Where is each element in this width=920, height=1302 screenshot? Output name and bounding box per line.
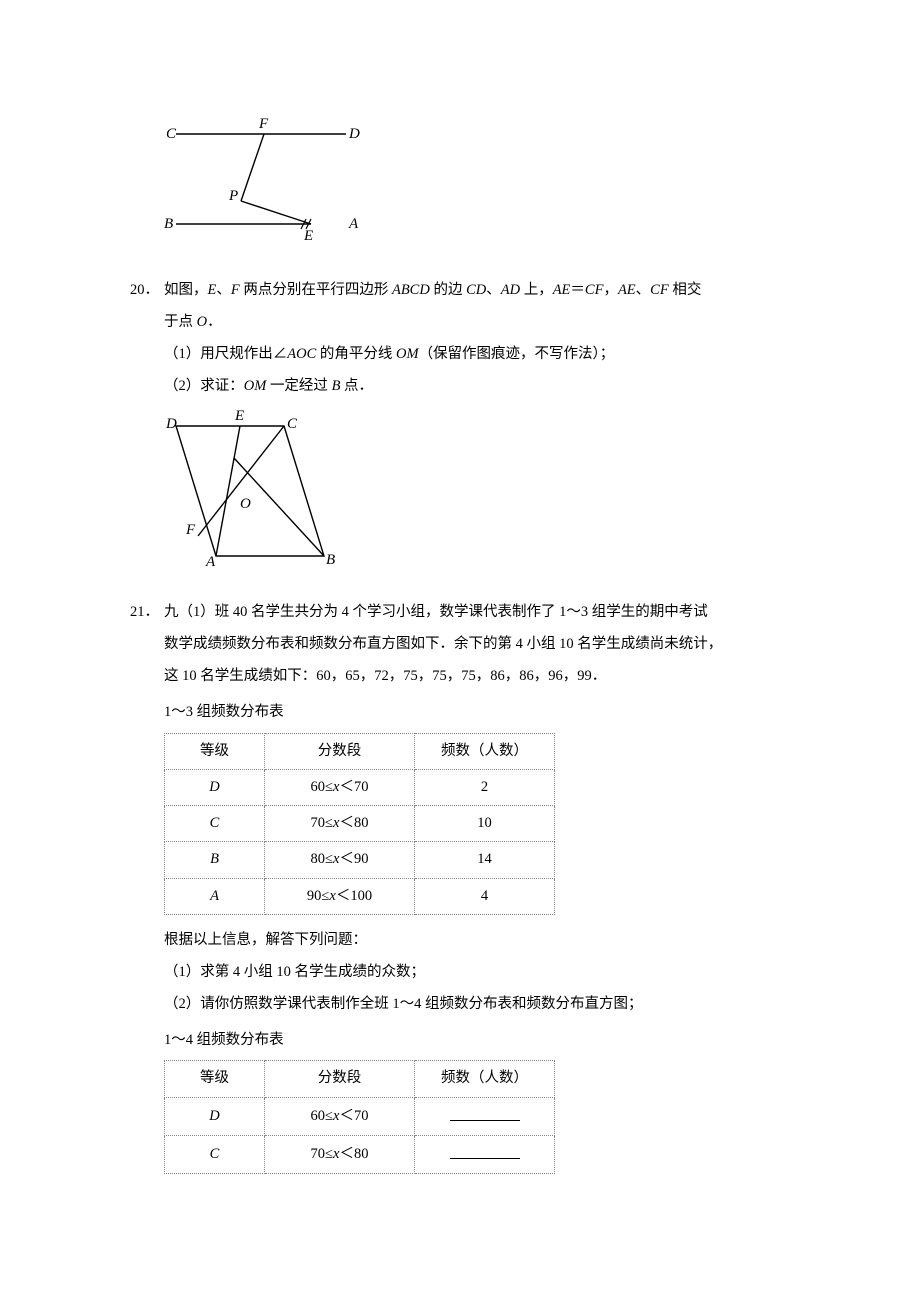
problem-20-number: 20． <box>130 275 164 307</box>
label-A: A <box>348 216 359 232</box>
figure-19-svg: C F D P B E A <box>156 114 366 244</box>
figure-20: D E C O F A B <box>164 406 790 579</box>
label-E: E <box>303 228 313 244</box>
table-row: D 60≤x＜70 <box>165 1097 555 1135</box>
problem-21: 21． 九（1）班 40 名学生共分为 4 个学习小组，数学课代表制作了 1～3… <box>130 597 790 1174</box>
label-C2: C <box>287 416 298 432</box>
table2-caption: 1～4 组频数分布表 <box>130 1025 790 1057</box>
table1-caption: 1～3 组频数分布表 <box>130 697 790 729</box>
problem-21-number: 21． <box>130 597 164 629</box>
label-O2: O <box>240 496 251 512</box>
table-row: C 70≤x＜80 <box>165 1135 555 1173</box>
label-B: B <box>164 216 173 232</box>
problem-21-line2: 数学成绩频数分布表和频数分布直方图如下．余下的第 4 小组 10 名学生成绩尚未… <box>130 629 790 661</box>
label-F: F <box>258 116 269 132</box>
problem-21-part1: （1）求第 4 小组 10 名学生成绩的众数； <box>130 957 790 989</box>
th-grade: 等级 <box>165 733 265 769</box>
label-A2: A <box>205 554 216 566</box>
label-E2: E <box>234 408 244 424</box>
problem-20-part1: （1）用尺规作出∠AOC 的角平分线 OM（保留作图痕迹，不写作法）； <box>130 339 790 371</box>
problem-21-line3: 这 10 名学生成绩如下：60，65，72，75，75，75，86，86，96，… <box>130 661 790 693</box>
label-P: P <box>228 188 238 204</box>
label-D2: D <box>165 416 177 432</box>
problem-21-part2: （2）请你仿照数学课代表制作全班 1～4 组频数分布表和频数分布直方图； <box>130 989 790 1021</box>
problem-20-line1: 20． 如图，E、F 两点分别在平行四边形 ABCD 的边 CD、AD 上，AE… <box>130 275 790 307</box>
table-row: C 70≤x＜80 10 <box>165 806 555 842</box>
th-grade2: 等级 <box>165 1061 265 1097</box>
problem-20-stem: 如图，E、F 两点分别在平行四边形 ABCD 的边 CD、AD 上，AE＝CF，… <box>164 275 790 307</box>
label-D: D <box>348 126 360 142</box>
label-B2: B <box>326 552 335 566</box>
problem-21-stem1: 九（1）班 40 名学生共分为 4 个学习小组，数学课代表制作了 1～3 组学生… <box>164 597 790 629</box>
table-header-row: 等级 分数段 频数（人数） <box>165 733 555 769</box>
th-freq: 频数（人数） <box>415 733 555 769</box>
problem-20-line2: 于点 O． <box>130 307 790 339</box>
page: C F D P B E A 20． 如图，E、F 两点分别在平行四边形 ABCD… <box>0 0 920 1302</box>
label-C: C <box>166 126 177 142</box>
table-row: A 90≤x＜100 4 <box>165 878 555 914</box>
problem-21-line1: 21． 九（1）班 40 名学生共分为 4 个学习小组，数学课代表制作了 1～3… <box>130 597 790 629</box>
table-1-3: 等级 分数段 频数（人数） D 60≤x＜70 2 C 70≤x＜80 10 B… <box>164 733 555 915</box>
table-row: D 60≤x＜70 2 <box>165 770 555 806</box>
blank-input[interactable] <box>450 1104 520 1121</box>
label-F2: F <box>185 522 196 538</box>
blank-input[interactable] <box>450 1142 520 1159</box>
table-1-4: 等级 分数段 频数（人数） D 60≤x＜70 C 70≤x＜80 <box>164 1060 555 1173</box>
figure-20-svg: D E C O F A B <box>164 406 344 566</box>
th-range2: 分数段 <box>265 1061 415 1097</box>
figure-19: C F D P B E A <box>156 114 790 257</box>
after-table-text: 根据以上信息，解答下列问题： <box>130 925 790 957</box>
th-freq2: 频数（人数） <box>415 1061 555 1097</box>
problem-20: 20． 如图，E、F 两点分别在平行四边形 ABCD 的边 CD、AD 上，AE… <box>130 275 790 579</box>
table-row: B 80≤x＜90 14 <box>165 842 555 878</box>
table-header-row: 等级 分数段 频数（人数） <box>165 1061 555 1097</box>
th-range: 分数段 <box>265 733 415 769</box>
problem-20-part2: （2）求证：OM 一定经过 B 点． <box>130 371 790 403</box>
